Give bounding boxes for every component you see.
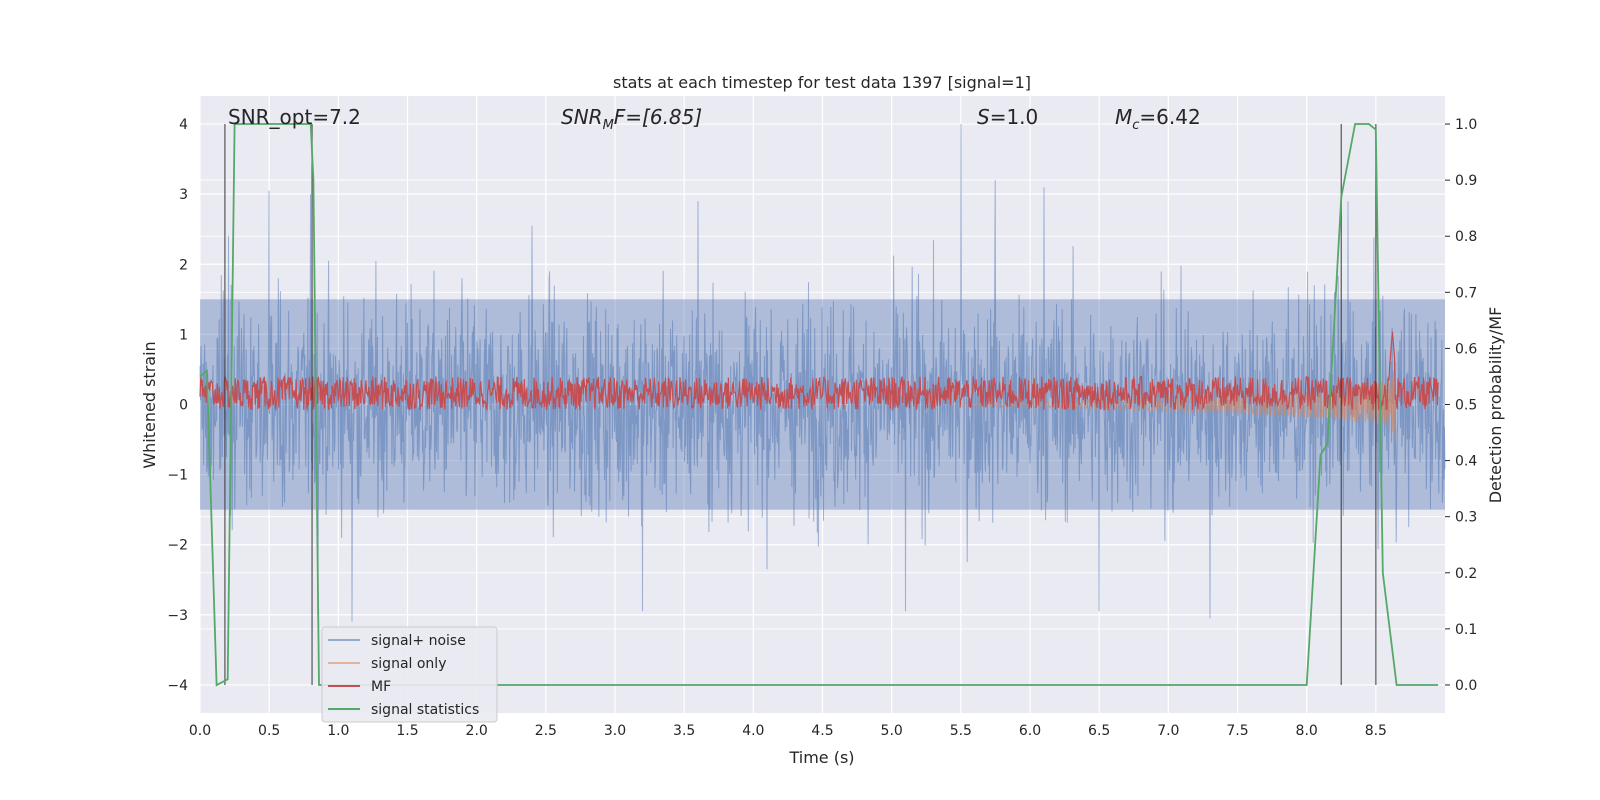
y-right-tick-label: 0.9 [1455,173,1477,189]
x-tick-label: 7.5 [1226,723,1248,739]
legend: signal+ noise signal only MF signal stat… [321,626,498,723]
annotation-mc: Mc=6.42 [1115,105,1201,133]
x-tick-label: 0.0 [189,723,211,739]
x-tick-label: 4.0 [742,723,764,739]
legend-box [321,626,498,723]
y-right-tick-label: 0.8 [1455,229,1477,245]
x-tick-label: 2.5 [535,723,557,739]
signal-statistics-line [199,123,1439,687]
legend-label-signal-noise: signal+ noise [371,633,466,649]
x-tick-label: 7.0 [1157,723,1179,739]
x-tick-label: 3.0 [604,723,626,739]
y-left-tick-label: 1 [179,327,188,343]
vertical-markers [224,124,1377,685]
y-right-tick-label: 1.0 [1455,117,1477,133]
mf-line [199,331,1439,412]
signal-statistics-series [199,123,1439,687]
legend-label-signal-statistics: signal statistics [371,702,479,718]
x-tick-label: 8.0 [1296,723,1318,739]
legend-label-signal-only: signal only [371,656,446,672]
signal-noise-line [199,123,1446,622]
x-tick-label: 8.5 [1365,723,1387,739]
legend-label-mf: MF [371,679,391,695]
annotation-snr-opt: SNR_opt=7.2 [228,105,361,129]
y-left-axis-label: Whitened strain [140,341,159,468]
y-left-tick-label: −2 [167,538,188,554]
annotation-snr-mf: SNRMF=[6.85] [561,105,702,133]
y-right-tick-label: 0.4 [1455,454,1477,470]
x-tick-labels: 0.0 0.5 1.0 1.5 2.0 2.5 3.0 3.5 4.0 4.5 5.0 5.5 6.0 6… [189,723,1387,739]
y-right-tick-label: 0.7 [1455,285,1477,301]
y-left-tick-label: 0 [179,398,188,414]
x-tick-label: 1.0 [327,723,349,739]
x-tick-label: 6.5 [1088,723,1110,739]
signal-noise-series [199,123,1446,622]
x-tick-label: 1.5 [396,723,418,739]
chart-title: stats at each timestep for test data 139… [613,73,1031,92]
y-right-tick-label: 0.5 [1455,398,1477,414]
x-tick-label: 5.5 [950,723,972,739]
y-left-tick-label: 3 [179,187,188,203]
y-left-tick-labels: −4 −3 −2 −1 0 1 2 3 4 [167,117,188,694]
y-left-tick-label: 2 [179,257,188,273]
y-right-tick-label: 0.2 [1455,566,1477,582]
annotation-s: S=1.0 [977,105,1038,129]
x-tick-label: 6.0 [1019,723,1041,739]
y-right-tick-label: 0.0 [1455,678,1477,694]
y-right-tick-label: 0.6 [1455,341,1477,357]
y-right-axis-label: Detection probability/MF [1486,307,1505,504]
x-tick-label: 2.0 [466,723,488,739]
y-right-tick-label: 0.3 [1455,510,1477,526]
x-axis-label: Time (s) [788,748,854,767]
y-right-tick-labels: 0.0 0.1 0.2 0.3 0.4 0.5 0.6 0.7 0.8 0.9 1.0 [1445,117,1477,694]
mf-series [199,331,1439,412]
y-left-tick-label: −4 [167,678,188,694]
y-right-tick-label: 0.1 [1455,622,1477,638]
x-tick-label: 3.5 [673,723,695,739]
y-left-tick-label: 4 [179,117,188,133]
y-left-tick-label: −3 [167,608,188,624]
x-tick-label: 0.5 [258,723,280,739]
x-tick-label: 4.5 [811,723,833,739]
y-left-tick-label: −1 [167,468,188,484]
x-tick-label: 5.0 [881,723,903,739]
